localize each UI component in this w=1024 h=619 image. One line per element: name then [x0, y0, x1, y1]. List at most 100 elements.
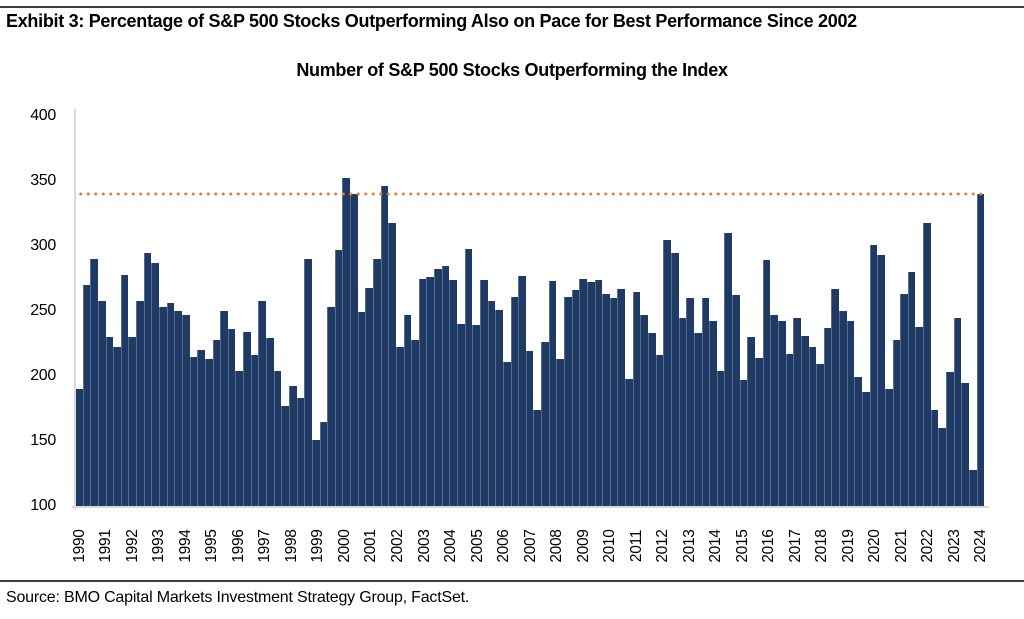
bar: [617, 288, 626, 506]
bar: [212, 339, 221, 506]
bar: [686, 298, 694, 506]
x-year-label: 2021: [892, 529, 910, 563]
bar: [311, 439, 320, 506]
bar: [739, 379, 748, 506]
x-year-label: 1991: [97, 529, 115, 563]
exhibit-title: Exhibit 3: Percentage of S&P 500 Stocks …: [6, 11, 857, 31]
x-year-label: 1990: [70, 529, 88, 563]
bar: [464, 248, 473, 506]
bar: [434, 269, 442, 506]
x-year-label: 1996: [229, 529, 247, 563]
bar: [296, 398, 305, 506]
bar: [816, 364, 824, 506]
bar: [640, 314, 649, 506]
bar: [938, 428, 947, 506]
bar: [143, 252, 152, 506]
bar: [411, 339, 419, 506]
bar: [97, 300, 106, 506]
bar: [266, 338, 274, 506]
bar: [181, 314, 190, 506]
bar: [594, 279, 603, 506]
bar: [770, 314, 778, 506]
bar: [892, 339, 901, 506]
bar: [380, 186, 389, 506]
bar: [457, 324, 465, 506]
bar: [579, 278, 587, 506]
bar: [785, 353, 794, 506]
x-year-label: 1994: [176, 529, 194, 563]
bar: [120, 274, 129, 506]
bar: [151, 262, 160, 506]
bar: [227, 329, 236, 506]
x-year-label: 1998: [282, 529, 300, 563]
bar: [342, 178, 351, 506]
bar: [319, 421, 328, 506]
bar: [502, 361, 511, 506]
x-year-label: 2024: [972, 529, 990, 563]
reference-line-340: [77, 192, 985, 196]
bar: [915, 326, 924, 506]
x-year-label: 1997: [256, 529, 274, 563]
bar: [518, 275, 526, 506]
bar: [174, 311, 182, 506]
bar: [670, 252, 679, 506]
bar: [365, 287, 373, 506]
bar: [449, 279, 458, 506]
x-year-label: 2007: [521, 529, 539, 563]
bar: [556, 359, 564, 506]
x-year-label: 1993: [150, 529, 168, 563]
bar: [166, 303, 175, 506]
y-axis-line: [74, 109, 76, 509]
bar: [388, 222, 396, 506]
x-year-label: 2023: [945, 529, 963, 563]
bar: [755, 357, 763, 506]
bar: [732, 295, 740, 506]
bar: [793, 317, 801, 506]
bar: [663, 239, 671, 506]
bar: [395, 347, 404, 506]
bar: [571, 290, 580, 506]
bar: [418, 278, 427, 506]
bar: [877, 255, 885, 506]
bar: [288, 386, 297, 506]
bar: [128, 337, 137, 506]
bar: [777, 321, 786, 506]
bar: [189, 356, 198, 506]
x-year-label: 2005: [468, 529, 486, 563]
bar: [907, 272, 916, 506]
bar: [693, 333, 702, 506]
x-year-label: 1995: [203, 529, 221, 563]
bar: [487, 300, 496, 506]
bar: [701, 298, 710, 506]
plot-area: [76, 115, 985, 506]
bar: [250, 355, 259, 506]
x-year-label: 2004: [442, 529, 459, 563]
bar: [602, 294, 610, 506]
bar: [136, 300, 144, 506]
bar: [839, 311, 847, 506]
x-year-label: 2019: [839, 529, 857, 563]
bar: [90, 259, 98, 506]
bar: [625, 378, 633, 506]
x-year-label: 2002: [388, 529, 406, 563]
bar: [724, 233, 733, 506]
bar: [831, 288, 840, 506]
x-year-label: 2008: [548, 529, 565, 563]
x-year-label: 2009: [574, 529, 592, 563]
bar: [953, 317, 962, 506]
x-year-label: 1992: [123, 529, 141, 563]
y-tick-label: 200: [30, 367, 56, 384]
y-tick-label: 400: [30, 107, 56, 124]
bar: [861, 391, 870, 506]
bar: [946, 372, 954, 506]
bar: [472, 325, 480, 506]
bar: [968, 469, 977, 506]
x-year-label: 2014: [707, 529, 725, 563]
bar: [441, 265, 450, 506]
x-year-label: 2020: [866, 529, 884, 563]
bar: [632, 291, 641, 506]
y-tick-label: 300: [30, 237, 56, 254]
bar: [243, 331, 251, 506]
x-year-label: 2012: [654, 529, 672, 563]
